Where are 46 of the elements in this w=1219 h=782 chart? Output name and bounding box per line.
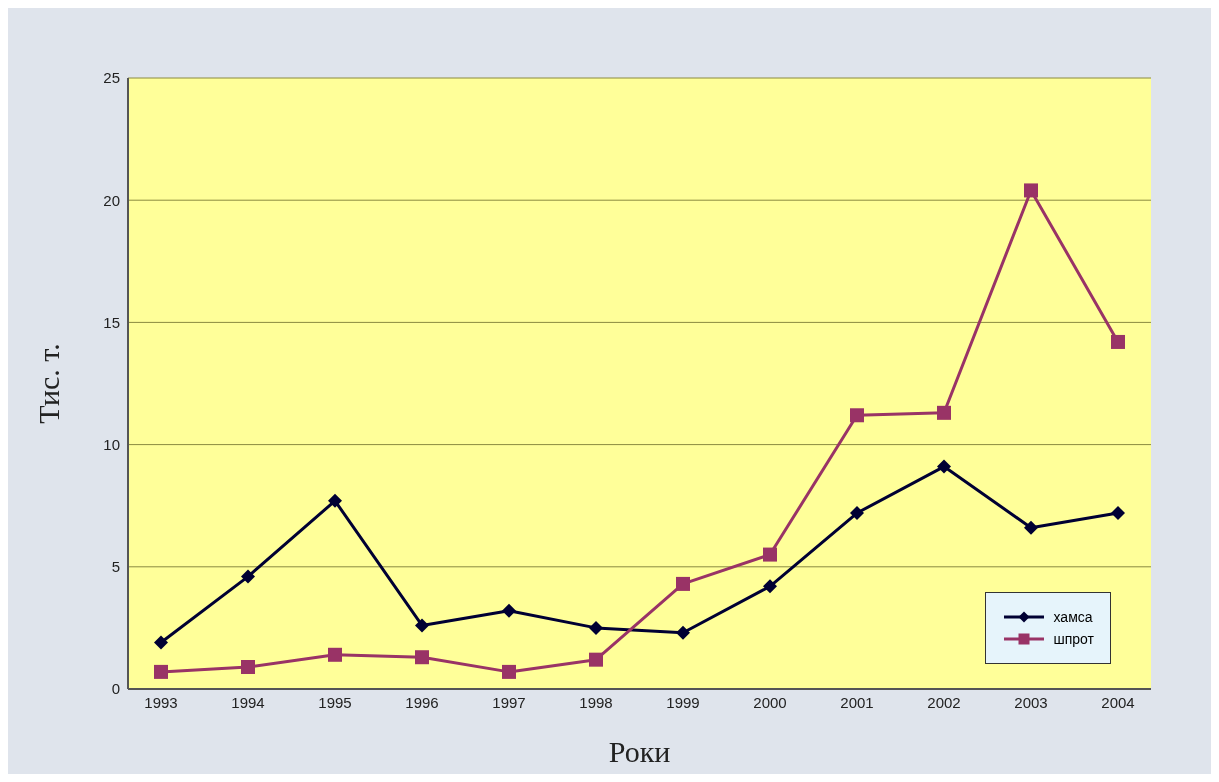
point — [763, 547, 777, 562]
x-tick-label: 1994 — [231, 693, 265, 711]
point — [1024, 183, 1038, 198]
point — [415, 650, 429, 665]
point — [502, 664, 516, 679]
point — [241, 660, 255, 674]
y-tick-label: 10 — [103, 435, 120, 453]
x-tick-label: 1999 — [666, 693, 700, 711]
y-tick-label: 20 — [103, 191, 120, 209]
x-tick-label: 1993 — [144, 693, 178, 711]
point — [676, 576, 690, 591]
point — [1111, 334, 1125, 349]
point — [1024, 520, 1038, 535]
x-tick-label: 2001 — [840, 693, 874, 711]
point — [241, 569, 255, 584]
point — [415, 618, 429, 633]
point — [763, 579, 777, 594]
y-tick-label: 15 — [103, 313, 120, 331]
point — [850, 506, 864, 521]
x-tick-label: 2003 — [1014, 693, 1048, 711]
x-tick-label: 1995 — [318, 693, 352, 711]
point — [328, 647, 342, 662]
point — [154, 635, 168, 650]
point — [502, 603, 516, 618]
point — [937, 405, 951, 420]
point — [937, 459, 951, 474]
x-tick-label: 2000 — [753, 693, 787, 711]
x-tick-label: 1996 — [405, 693, 439, 711]
x-axis-title: Роки — [608, 735, 671, 768]
y-tick-label: 5 — [111, 558, 120, 576]
legend-label: шпрот — [1053, 631, 1094, 647]
legend-label: хамса — [1053, 609, 1093, 625]
y-tick-label: 25 — [103, 69, 120, 87]
x-tick-label: 2004 — [1101, 693, 1135, 711]
point — [589, 620, 603, 635]
point — [589, 652, 603, 667]
point — [850, 408, 864, 423]
point — [154, 664, 168, 679]
x-tick-label: 1998 — [579, 693, 613, 711]
y-axis-title: Тис. т. — [31, 343, 65, 424]
point — [676, 625, 690, 640]
x-tick-label: 1997 — [492, 693, 526, 711]
point — [328, 493, 342, 508]
point — [1111, 506, 1125, 521]
x-tick-label: 2002 — [927, 693, 961, 711]
y-tick-label: 0 — [111, 680, 120, 698]
